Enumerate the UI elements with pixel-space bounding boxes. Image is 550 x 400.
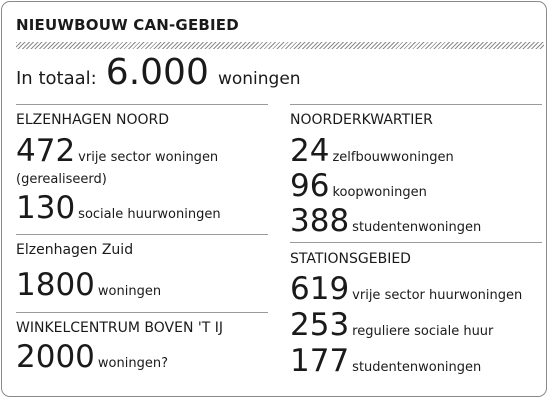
stat-label: woningen? (97, 356, 168, 371)
divider-noorderkwartier (290, 104, 542, 105)
stat-value: 130 (16, 190, 76, 226)
stat-label: studentenwoningen (352, 220, 482, 235)
stat-row: 2000 woningen? (16, 342, 168, 373)
heading-stationsgebied: STATIONSGEBIED (290, 251, 411, 267)
stat-label: zelfbouwwoningen (332, 150, 454, 165)
divider-winkelcentrum (16, 312, 268, 313)
heading-noorderkwartier: NOORDERKWARTIER (290, 112, 433, 128)
stat-label: reguliere sociale huur (352, 324, 494, 339)
total-label: In totaal: (16, 68, 97, 89)
stat-row: 96 koopwoningen (290, 171, 427, 202)
stat-row: 472 vrije sector woningen (16, 136, 218, 167)
stat-row: 619 vrije sector huurwoningen (290, 274, 522, 305)
heading-elzenhagen-noord: ELZENHAGEN NOORD (16, 112, 170, 128)
hatched-divider (16, 42, 544, 49)
heading-elzenhagen-zuid: Elzenhagen Zuid (16, 242, 134, 258)
stat-value: 2000 (16, 339, 95, 375)
stat-value: 619 (290, 271, 350, 307)
stat-value: 253 (290, 307, 350, 343)
divider-stationsgebied (290, 242, 542, 243)
stat-row: 253 reguliere sociale huur (290, 310, 493, 341)
stat-row: 388 studentenwoningen (290, 206, 481, 237)
stat-note: (gerealiseerd) (16, 172, 107, 187)
total-unit: woningen (217, 69, 301, 89)
stat-row: 177 studentenwoningen (290, 346, 481, 377)
stat-row: 1800 woningen (16, 270, 161, 301)
stat-label: studentenwoningen (352, 360, 482, 375)
stat-value: 388 (290, 203, 350, 239)
stat-label: vrije sector huurwoningen (352, 288, 523, 303)
stat-label: koopwoningen (332, 185, 427, 200)
heading-winkelcentrum: WINKELCENTRUM BOVEN 'T IJ (16, 320, 224, 336)
stat-row: 24 zelfbouwwoningen (290, 136, 454, 167)
total-value: 6.000 (105, 52, 209, 93)
divider-elzenhagen-zuid (16, 234, 268, 235)
card-title: NIEUWBOUW CAN-GEBIED (16, 16, 239, 34)
stat-label: woningen (97, 284, 162, 299)
stat-value: 1800 (16, 267, 95, 303)
stat-value: 177 (290, 343, 350, 379)
total-line: In totaal: 6.000 woningen (16, 52, 301, 93)
stat-value: 24 (290, 133, 330, 169)
stat-row: 130 sociale huurwoningen (16, 193, 221, 224)
stat-label: vrije sector woningen (78, 150, 219, 165)
stat-label: sociale huurwoningen (78, 207, 221, 222)
divider-elzenhagen-noord (16, 104, 268, 105)
stat-value: 472 (16, 133, 76, 169)
stat-value: 96 (290, 168, 330, 204)
